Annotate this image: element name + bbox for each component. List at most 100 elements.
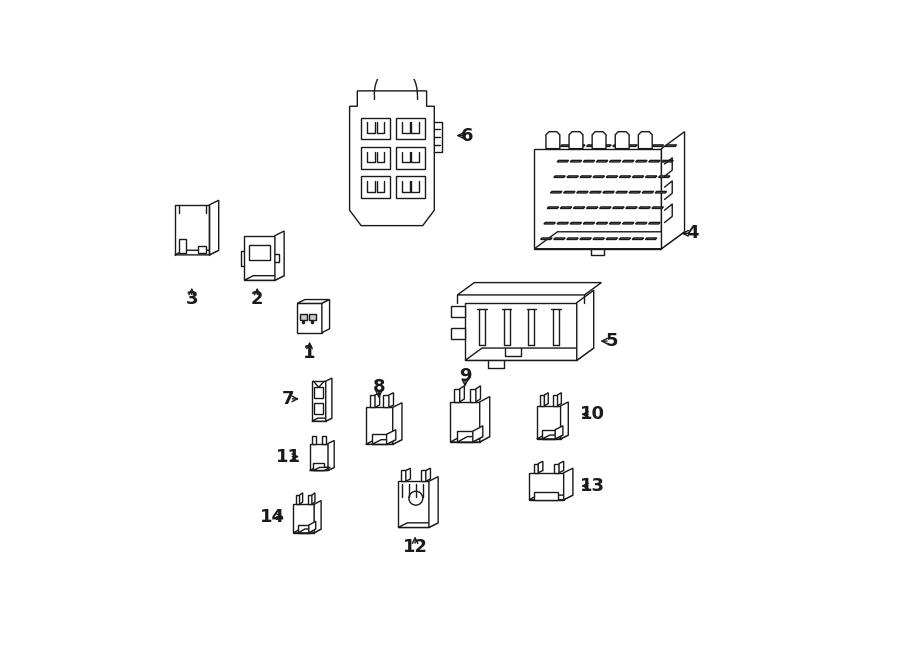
Bar xyxy=(396,176,425,198)
Polygon shape xyxy=(312,493,315,504)
Polygon shape xyxy=(535,232,685,249)
Polygon shape xyxy=(626,145,637,147)
Polygon shape xyxy=(546,132,560,149)
Polygon shape xyxy=(613,145,625,147)
Polygon shape xyxy=(406,468,410,481)
Polygon shape xyxy=(599,207,611,208)
Polygon shape xyxy=(451,307,465,317)
Polygon shape xyxy=(616,132,629,149)
Polygon shape xyxy=(312,381,326,421)
Polygon shape xyxy=(649,223,660,224)
Polygon shape xyxy=(429,477,438,527)
Polygon shape xyxy=(540,395,544,406)
Text: 13: 13 xyxy=(580,477,605,495)
Polygon shape xyxy=(472,426,482,442)
Polygon shape xyxy=(298,529,316,533)
Polygon shape xyxy=(538,461,543,473)
Polygon shape xyxy=(577,192,589,193)
Polygon shape xyxy=(322,436,326,444)
Polygon shape xyxy=(642,192,653,193)
Polygon shape xyxy=(293,529,321,533)
Polygon shape xyxy=(652,145,663,147)
Polygon shape xyxy=(312,418,332,421)
Polygon shape xyxy=(626,207,637,208)
Polygon shape xyxy=(645,238,657,239)
Bar xyxy=(361,176,391,198)
Text: 6: 6 xyxy=(461,126,473,145)
Polygon shape xyxy=(573,207,585,208)
Polygon shape xyxy=(583,161,595,162)
Polygon shape xyxy=(398,481,429,527)
Polygon shape xyxy=(244,235,274,280)
Polygon shape xyxy=(599,145,611,147)
Polygon shape xyxy=(555,426,562,439)
Polygon shape xyxy=(662,161,673,162)
Polygon shape xyxy=(554,238,565,239)
Text: 7: 7 xyxy=(282,390,294,408)
Polygon shape xyxy=(570,223,581,224)
Polygon shape xyxy=(583,223,595,224)
Polygon shape xyxy=(457,283,601,295)
Bar xyxy=(198,246,205,253)
Polygon shape xyxy=(175,251,219,255)
Polygon shape xyxy=(619,238,631,239)
Polygon shape xyxy=(310,467,334,471)
Polygon shape xyxy=(609,161,621,162)
Polygon shape xyxy=(659,176,670,177)
Polygon shape xyxy=(603,192,615,193)
Polygon shape xyxy=(567,238,579,239)
Polygon shape xyxy=(580,238,591,239)
Polygon shape xyxy=(349,91,435,225)
Polygon shape xyxy=(326,378,332,421)
Polygon shape xyxy=(457,437,482,442)
Polygon shape xyxy=(662,132,685,249)
Polygon shape xyxy=(665,145,677,147)
Polygon shape xyxy=(314,500,321,533)
Polygon shape xyxy=(635,161,647,162)
Polygon shape xyxy=(535,492,557,500)
Bar xyxy=(396,147,425,169)
Polygon shape xyxy=(460,386,464,402)
Polygon shape xyxy=(609,223,621,224)
Text: 11: 11 xyxy=(275,447,301,465)
Text: 2: 2 xyxy=(251,290,264,308)
Polygon shape xyxy=(563,468,573,500)
Polygon shape xyxy=(298,525,309,533)
Polygon shape xyxy=(554,176,565,177)
Polygon shape xyxy=(529,495,573,500)
Polygon shape xyxy=(551,192,562,193)
Polygon shape xyxy=(451,402,480,442)
Polygon shape xyxy=(606,176,617,177)
Polygon shape xyxy=(365,440,402,444)
Polygon shape xyxy=(567,176,579,177)
Polygon shape xyxy=(387,430,396,444)
Polygon shape xyxy=(480,397,490,442)
Polygon shape xyxy=(635,223,647,224)
Polygon shape xyxy=(370,395,375,407)
Bar xyxy=(361,147,391,169)
Polygon shape xyxy=(655,192,667,193)
Polygon shape xyxy=(557,223,569,224)
Polygon shape xyxy=(623,161,634,162)
Polygon shape xyxy=(645,176,657,177)
Polygon shape xyxy=(365,407,392,444)
Polygon shape xyxy=(389,393,393,407)
Polygon shape xyxy=(296,495,300,504)
Polygon shape xyxy=(557,393,562,406)
Bar xyxy=(361,118,391,139)
Polygon shape xyxy=(426,468,430,481)
Bar xyxy=(314,403,323,414)
Polygon shape xyxy=(542,430,555,439)
Polygon shape xyxy=(535,149,662,249)
Polygon shape xyxy=(328,440,334,471)
Polygon shape xyxy=(451,328,465,339)
Polygon shape xyxy=(561,402,568,439)
Polygon shape xyxy=(597,161,608,162)
Polygon shape xyxy=(372,440,396,444)
Polygon shape xyxy=(580,176,591,177)
Text: 14: 14 xyxy=(260,508,285,525)
Polygon shape xyxy=(308,495,312,504)
Bar xyxy=(179,239,186,253)
Polygon shape xyxy=(300,493,302,504)
Polygon shape xyxy=(529,473,563,500)
